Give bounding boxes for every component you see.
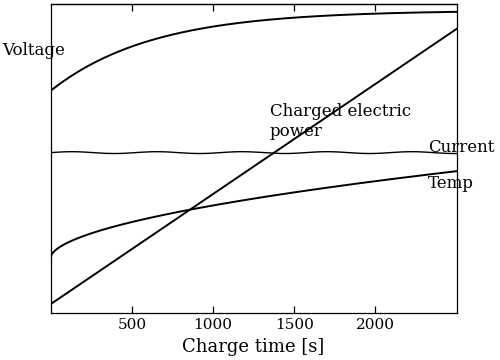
Text: Charged electric
power: Charged electric power: [270, 103, 411, 140]
Text: Temp: Temp: [428, 175, 474, 192]
Text: Current: Current: [428, 139, 494, 157]
Text: Voltage: Voltage: [2, 42, 65, 59]
X-axis label: Charge time [s]: Charge time [s]: [182, 338, 325, 356]
